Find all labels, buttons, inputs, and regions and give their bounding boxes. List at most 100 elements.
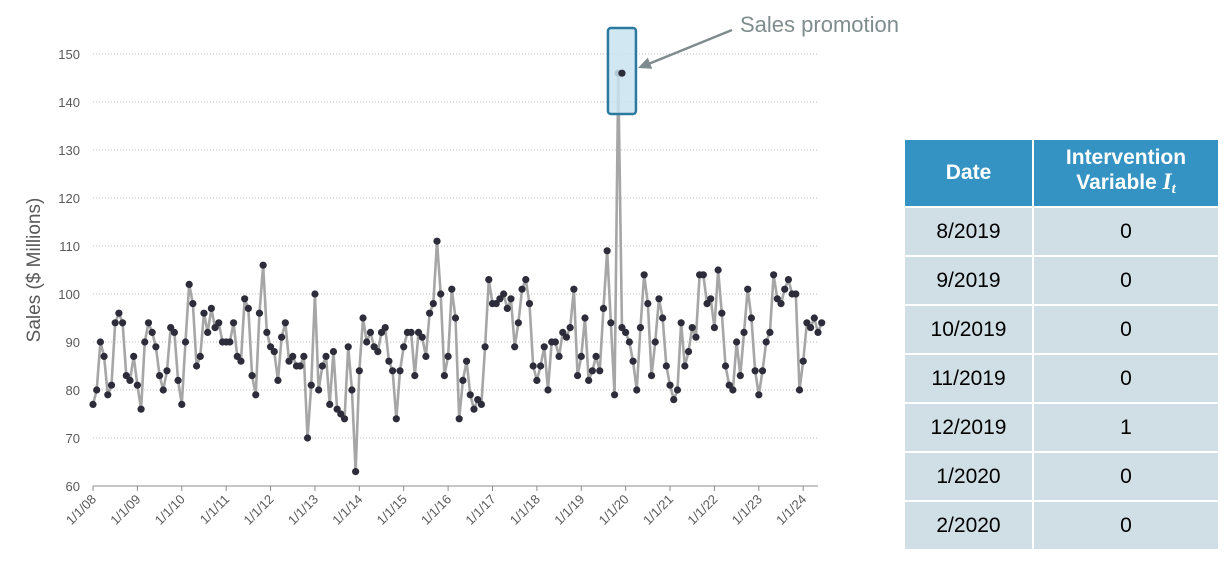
data-point bbox=[733, 338, 741, 346]
data-point bbox=[318, 362, 326, 370]
x-tick-label: 1/1/22 bbox=[684, 492, 720, 528]
data-point bbox=[389, 367, 397, 375]
data-point bbox=[130, 352, 138, 360]
data-point bbox=[581, 314, 589, 322]
y-tick-label: 100 bbox=[58, 287, 80, 302]
table-body: 8/2019 0 9/2019 0 10/2019 0 11/2019 0 12/2019 1 1/… bbox=[905, 208, 1218, 549]
data-point bbox=[396, 367, 404, 375]
data-point bbox=[636, 324, 645, 332]
data-point bbox=[659, 314, 667, 322]
data-point bbox=[296, 362, 304, 370]
y-tick-label: 130 bbox=[58, 143, 80, 158]
data-point bbox=[525, 300, 534, 308]
x-tick-label: 1/1/19 bbox=[551, 492, 587, 528]
table-header-row: Date Intervention Variable It bbox=[905, 140, 1218, 206]
table-row: 1/2020 0 bbox=[905, 453, 1218, 500]
table-row: 8/2019 0 bbox=[905, 208, 1218, 255]
data-point bbox=[681, 362, 689, 370]
x-tick-label: 1/1/09 bbox=[107, 492, 143, 528]
data-point bbox=[270, 348, 278, 356]
data-point bbox=[159, 386, 167, 394]
data-point bbox=[170, 328, 178, 336]
data-point bbox=[729, 386, 737, 394]
data-point bbox=[536, 362, 545, 370]
y-tick-label: 120 bbox=[58, 191, 80, 206]
data-point bbox=[651, 338, 659, 346]
data-point bbox=[363, 338, 371, 346]
x-tick-label: 1/1/08 bbox=[63, 492, 99, 528]
y-tick-label: 110 bbox=[59, 239, 80, 254]
data-point bbox=[755, 391, 763, 399]
data-point bbox=[189, 300, 197, 308]
data-point bbox=[407, 328, 415, 336]
data-point bbox=[326, 400, 334, 408]
data-point bbox=[673, 386, 682, 394]
data-point bbox=[707, 295, 715, 303]
data-point bbox=[215, 319, 223, 327]
data-point bbox=[511, 343, 519, 351]
data-point bbox=[185, 280, 193, 288]
data-point bbox=[758, 367, 767, 375]
data-point bbox=[252, 391, 260, 399]
data-point bbox=[241, 295, 249, 303]
sales-promotion-annotation: Sales promotion bbox=[606, 12, 899, 116]
x-tick-label: 1/1/14 bbox=[329, 492, 365, 528]
data-point bbox=[126, 376, 134, 384]
data-point bbox=[603, 247, 611, 255]
y-tick-label: 90 bbox=[66, 335, 80, 350]
data-point bbox=[107, 381, 116, 389]
data-point bbox=[248, 372, 256, 380]
data-point bbox=[100, 352, 108, 360]
data-point bbox=[814, 328, 822, 336]
data-point bbox=[592, 352, 600, 360]
data-point bbox=[207, 304, 215, 312]
data-point bbox=[599, 304, 608, 312]
data-point bbox=[144, 319, 153, 327]
data-point bbox=[311, 290, 319, 298]
data-point bbox=[751, 367, 759, 375]
data-point bbox=[699, 271, 707, 279]
data-point bbox=[629, 357, 637, 365]
data-point bbox=[329, 348, 338, 356]
data-point bbox=[507, 295, 515, 303]
data-point bbox=[418, 333, 426, 341]
data-point bbox=[196, 352, 204, 360]
annotation-arrowhead bbox=[637, 57, 653, 69]
data-point bbox=[148, 328, 156, 336]
data-point bbox=[662, 362, 670, 370]
data-point bbox=[607, 319, 615, 327]
data-point bbox=[688, 324, 696, 332]
data-point bbox=[466, 391, 474, 399]
data-point bbox=[655, 295, 663, 303]
intervention-header-line2: Variable bbox=[1076, 170, 1157, 194]
date-column-header: Date bbox=[905, 140, 1032, 206]
data-point bbox=[111, 319, 119, 327]
data-point bbox=[137, 405, 145, 413]
data-point bbox=[118, 319, 127, 327]
data-point bbox=[455, 415, 463, 423]
data-point bbox=[133, 381, 141, 389]
x-tick-label: 1/1/10 bbox=[152, 492, 188, 528]
y-tick-label: 60 bbox=[66, 479, 80, 494]
data-point bbox=[259, 261, 267, 269]
data-point bbox=[781, 285, 789, 293]
intervention-value-cell: 0 bbox=[1034, 257, 1218, 304]
data-point bbox=[348, 386, 356, 394]
data-point bbox=[633, 386, 641, 394]
data-point bbox=[366, 328, 375, 336]
data-point bbox=[718, 309, 726, 317]
data-point bbox=[762, 338, 770, 346]
intervention-header-line1: Intervention bbox=[1065, 145, 1187, 169]
x-tick-label: 1/1/15 bbox=[374, 492, 410, 528]
data-point bbox=[444, 352, 452, 360]
data-point bbox=[163, 367, 171, 375]
y-tick-label: 80 bbox=[66, 383, 80, 398]
series-line bbox=[91, 71, 823, 473]
data-point bbox=[274, 376, 282, 384]
data-point bbox=[714, 266, 722, 274]
data-point bbox=[181, 338, 190, 346]
data-point bbox=[340, 415, 349, 423]
data-point bbox=[736, 372, 744, 380]
data-point bbox=[514, 319, 522, 327]
date-cell: 8/2019 bbox=[905, 208, 1032, 255]
